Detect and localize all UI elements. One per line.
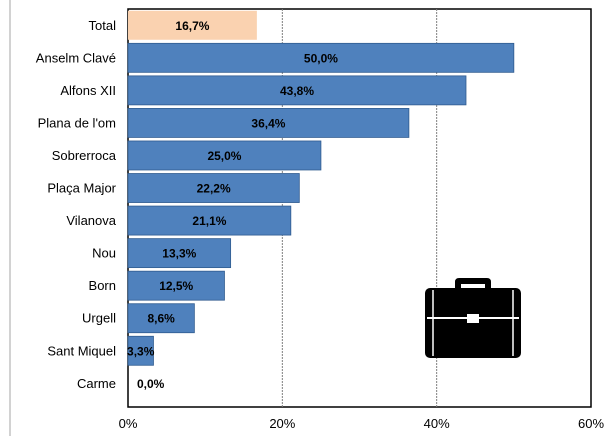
briefcase-clasp bbox=[467, 314, 479, 323]
data-label-anselm-clave: 50,0% bbox=[304, 51, 338, 65]
category-label-sobrerroca: Sobrerroca bbox=[52, 148, 117, 163]
bar-placa-major bbox=[127, 173, 300, 203]
bar-total bbox=[128, 10, 257, 40]
bar-nou bbox=[127, 238, 232, 269]
briefcase-handle bbox=[455, 278, 491, 288]
category-label-alfons-xii: Alfons XII bbox=[60, 83, 116, 98]
x-tick-label-60: 60% bbox=[578, 416, 604, 431]
bar-alfons-xii bbox=[127, 75, 467, 106]
data-label-sant-miquel: 3,3% bbox=[127, 344, 155, 358]
bar-plana-de-l-om bbox=[127, 108, 410, 138]
bar-born bbox=[127, 270, 225, 301]
data-label-carme: 0,0% bbox=[137, 377, 165, 391]
category-label-vilanova: Vilanova bbox=[66, 213, 116, 228]
data-label-sobrerroca: 25,0% bbox=[207, 149, 241, 163]
category-label-total: Total bbox=[89, 18, 117, 33]
bar-urgell bbox=[127, 303, 195, 334]
x-tick-label-0: 0% bbox=[119, 416, 138, 431]
bar-anselm-clave bbox=[127, 42, 515, 73]
x-tick-label-20: 20% bbox=[269, 416, 295, 431]
bar-sobrerroca bbox=[127, 140, 322, 171]
category-label-anselm-clave: Anselm Clavé bbox=[36, 50, 116, 65]
category-label-urgell: Urgell bbox=[82, 311, 116, 326]
data-label-alfons-xii: 43,8% bbox=[280, 84, 314, 98]
category-label-nou: Nou bbox=[92, 246, 116, 261]
category-label-carme: Carme bbox=[77, 376, 116, 391]
data-label-born: 12,5% bbox=[159, 279, 193, 293]
category-label-born: Born bbox=[89, 278, 116, 293]
data-label-nou: 13,3% bbox=[162, 247, 196, 261]
data-label-vilanova: 21,1% bbox=[192, 214, 226, 228]
briefcase-icon bbox=[425, 278, 521, 358]
data-label-total: 16,7% bbox=[175, 19, 209, 33]
category-label-placa-major: Plaça Major bbox=[47, 181, 116, 196]
category-label-sant-miquel: Sant Miquel bbox=[47, 343, 116, 358]
data-label-plana-de-l-om: 36,4% bbox=[251, 116, 285, 130]
data-label-placa-major: 22,2% bbox=[197, 182, 231, 196]
category-label-plana-de-l-om: Plana de l'om bbox=[38, 115, 116, 130]
bar-sant-miquel bbox=[127, 335, 154, 366]
bar-vilanova bbox=[127, 205, 292, 236]
x-tick-label-40: 40% bbox=[424, 416, 450, 431]
data-label-urgell: 8,6% bbox=[148, 312, 176, 326]
